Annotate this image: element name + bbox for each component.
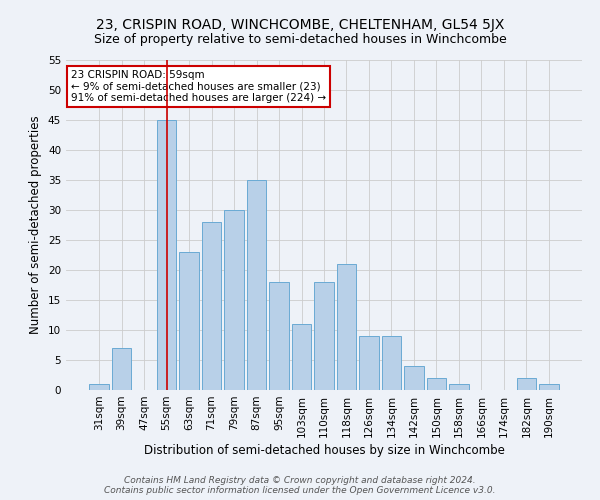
Text: 23, CRISPIN ROAD, WINCHCOMBE, CHELTENHAM, GL54 5JX: 23, CRISPIN ROAD, WINCHCOMBE, CHELTENHAM… [96, 18, 504, 32]
X-axis label: Distribution of semi-detached houses by size in Winchcombe: Distribution of semi-detached houses by … [143, 444, 505, 457]
Bar [269, 282, 289, 390]
Bar [112, 348, 131, 390]
Bar [427, 378, 446, 390]
Bar [247, 180, 266, 390]
Bar [314, 282, 334, 390]
Text: Size of property relative to semi-detached houses in Winchcombe: Size of property relative to semi-detach… [94, 32, 506, 46]
Text: 23 CRISPIN ROAD: 59sqm
← 9% of semi-detached houses are smaller (23)
91% of semi: 23 CRISPIN ROAD: 59sqm ← 9% of semi-deta… [71, 70, 326, 103]
Bar [202, 222, 221, 390]
Bar [382, 336, 401, 390]
Bar [292, 324, 311, 390]
Bar [337, 264, 356, 390]
Bar [157, 120, 176, 390]
Bar [517, 378, 536, 390]
Bar [179, 252, 199, 390]
Bar [449, 384, 469, 390]
Text: Contains HM Land Registry data © Crown copyright and database right 2024.
Contai: Contains HM Land Registry data © Crown c… [104, 476, 496, 495]
Bar [89, 384, 109, 390]
Bar [359, 336, 379, 390]
Y-axis label: Number of semi-detached properties: Number of semi-detached properties [29, 116, 43, 334]
Bar [404, 366, 424, 390]
Bar [539, 384, 559, 390]
Bar [224, 210, 244, 390]
